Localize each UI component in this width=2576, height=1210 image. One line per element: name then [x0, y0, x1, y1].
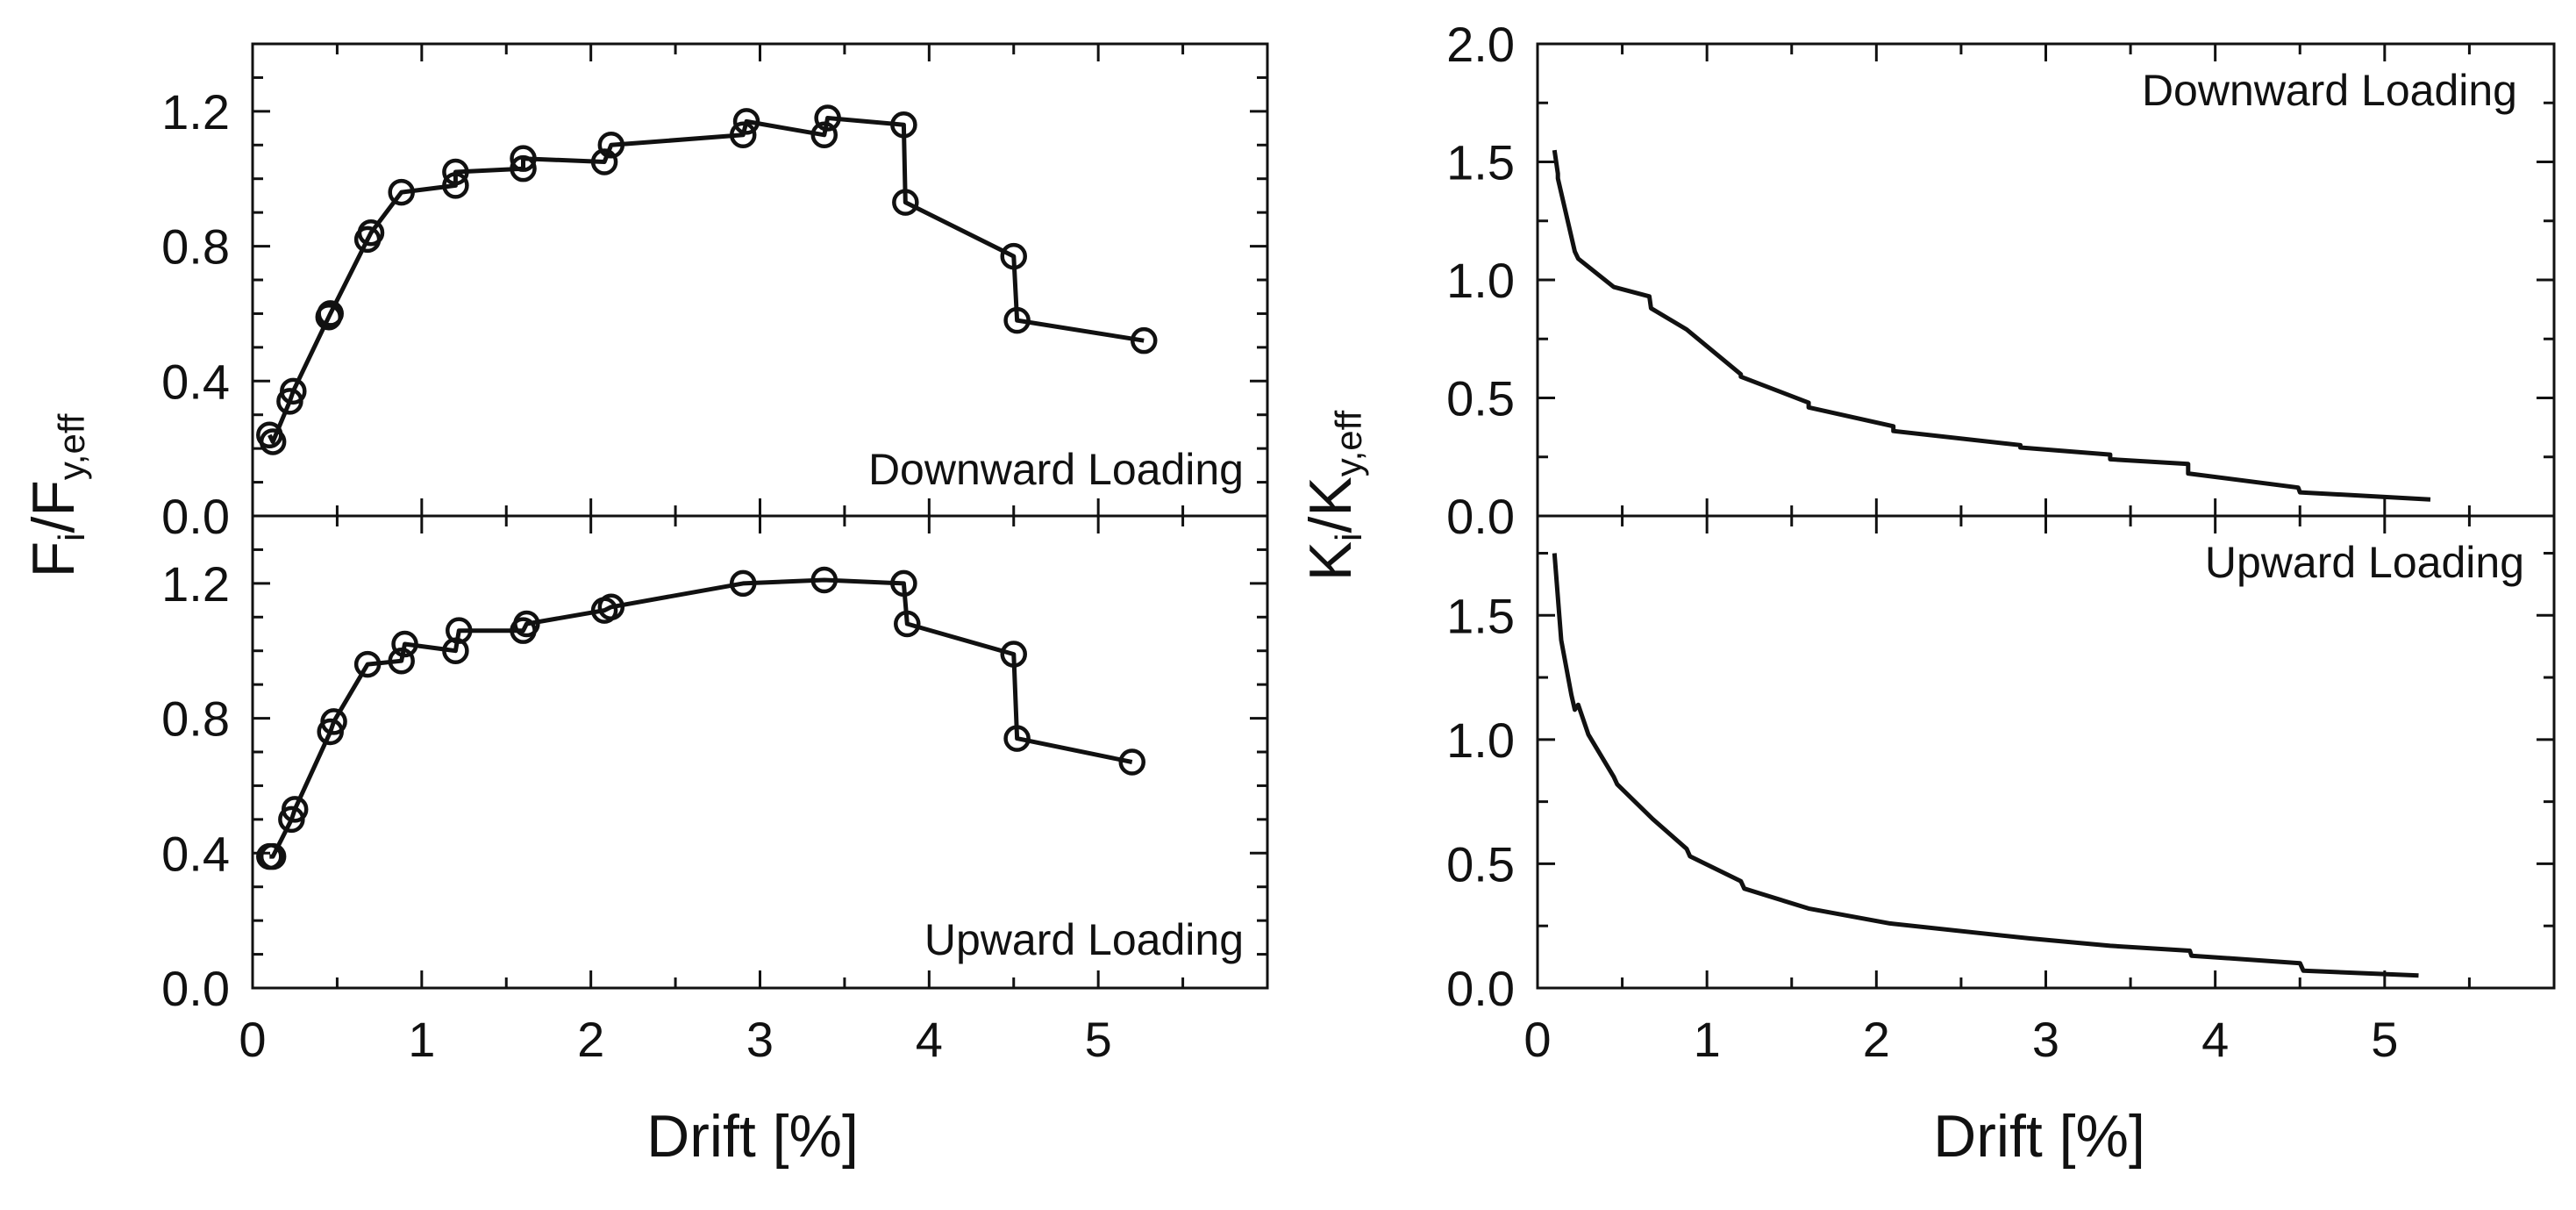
annotation-right-top: Downward Loading	[2142, 66, 2517, 115]
y-tick-label: 0.5	[1446, 836, 1515, 891]
data-point	[442, 158, 469, 186]
data-point	[1000, 242, 1027, 270]
x-axis-label-right: Drift [%]	[1933, 1103, 2145, 1170]
data-point	[1130, 326, 1158, 354]
data-point	[814, 104, 841, 132]
series-line-left-bottom	[269, 577, 1133, 859]
x-axis-label-left: Drift [%]	[646, 1103, 859, 1170]
y-tick-label: 0.8	[161, 691, 230, 747]
data-point	[1118, 748, 1145, 776]
y-axis-label-left: Fi/Fy,eff	[20, 413, 92, 577]
data-point	[810, 121, 838, 149]
y-axis-label-right: Ki/Ky,eff	[1297, 410, 1369, 581]
data-point	[1003, 725, 1031, 752]
y-tick-label: 1.5	[1446, 588, 1515, 643]
x-tick-label: 4	[916, 1012, 943, 1067]
y-tick-label: 0.8	[161, 219, 230, 275]
data-point	[388, 178, 415, 206]
data-point	[259, 428, 287, 455]
annotation-left-top: Downward Loading	[868, 445, 1244, 494]
x-tick-label: 0	[1523, 1012, 1551, 1067]
series-line-right-top	[1552, 149, 2431, 502]
x-tick-label: 5	[2371, 1012, 2398, 1067]
data-point	[280, 377, 307, 405]
data-point	[894, 610, 921, 638]
data-point	[442, 172, 469, 199]
y-tick-label: 0.0	[161, 961, 230, 1016]
y-tick-label: 0.0	[1446, 489, 1515, 544]
annotation-left-bottom: Upward Loading	[924, 915, 1244, 964]
data-point	[590, 148, 618, 175]
data-point	[597, 593, 625, 621]
data-point	[357, 218, 385, 247]
data-point	[729, 569, 757, 598]
y-tick-label: 0.4	[161, 354, 230, 409]
data-point	[281, 796, 309, 823]
data-point	[729, 121, 757, 149]
x-tick-label: 4	[2201, 1012, 2229, 1067]
data-point	[388, 647, 415, 675]
x-tick-label: 3	[2032, 1012, 2059, 1067]
data-point	[391, 630, 418, 658]
data-point	[890, 111, 917, 139]
data-point	[446, 617, 473, 644]
y-tick-label: 1.0	[1446, 712, 1515, 768]
y-tick-label: 0.5	[1446, 371, 1515, 426]
y-tick-label: 1.2	[161, 556, 230, 612]
data-point	[353, 650, 382, 678]
data-point	[890, 569, 917, 598]
data-point	[259, 842, 287, 870]
y-tick-label: 0.0	[1446, 961, 1515, 1016]
data-point	[810, 566, 838, 594]
x-tick-label: 2	[1863, 1012, 1890, 1067]
y-tick-label: 1.0	[1446, 253, 1515, 308]
x-tick-label: 1	[408, 1012, 435, 1067]
y-tick-label: 0.0	[161, 489, 230, 544]
data-point	[1000, 641, 1027, 668]
data-point	[510, 145, 537, 172]
x-tick-label: 3	[746, 1012, 774, 1067]
x-tick-label: 0	[239, 1012, 266, 1067]
x-tick-label: 1	[1694, 1012, 1721, 1067]
data-point	[442, 637, 469, 664]
y-tick-label: 0.4	[161, 826, 230, 881]
data-point	[510, 154, 537, 183]
x-tick-label: 5	[1085, 1012, 1112, 1067]
y-tick-label: 1.5	[1446, 135, 1515, 190]
y-tick-label: 2.0	[1446, 17, 1515, 72]
series-line-right-bottom	[1552, 553, 2419, 978]
data-point	[892, 189, 919, 216]
data-point	[320, 708, 347, 735]
y-tick-label: 1.2	[161, 84, 230, 140]
data-point	[513, 610, 540, 638]
data-point	[732, 108, 760, 135]
annotation-right-bottom: Upward Loading	[2205, 538, 2524, 587]
data-point	[317, 300, 344, 327]
data-point	[1003, 306, 1031, 334]
data-point	[597, 132, 625, 159]
x-tick-label: 2	[577, 1012, 604, 1067]
